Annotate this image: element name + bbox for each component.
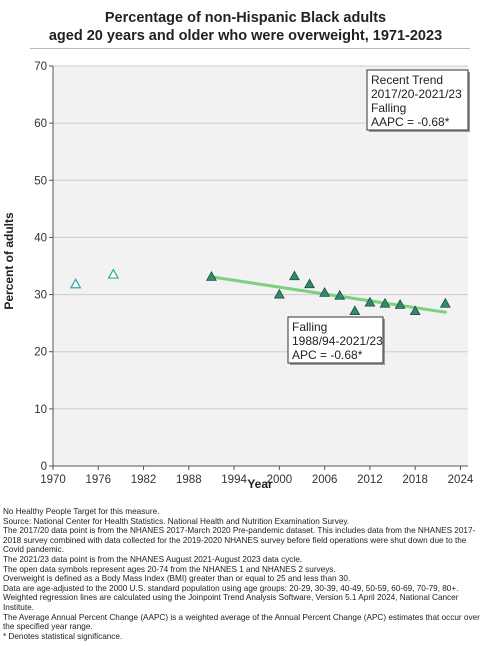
footnote-line: Weighted regression lines are calculated… bbox=[3, 593, 459, 612]
y-tick-label: 70 bbox=[34, 61, 47, 73]
y-tick-label: 40 bbox=[34, 232, 47, 244]
filled-data-point bbox=[319, 287, 331, 297]
footnote-line: No Healthy People Target for this measur… bbox=[3, 507, 160, 516]
footnote-line: Data are age-adjusted to the 2000 U.S. s… bbox=[3, 583, 459, 593]
annotation-text: Falling bbox=[292, 320, 327, 334]
x-tick-label: 1970 bbox=[40, 474, 66, 486]
filled-data-point bbox=[334, 289, 346, 300]
x-tick-label: 2006 bbox=[312, 474, 338, 486]
footnotes: No Healthy People Target for this measur… bbox=[3, 507, 488, 641]
footnote-line: * Denotes statistical significance. bbox=[3, 631, 123, 641]
filled-data-point bbox=[289, 270, 300, 281]
annotation-text: Recent Trend bbox=[371, 73, 443, 87]
filled-data-point bbox=[206, 271, 217, 281]
y-axis-label: Percent of adults bbox=[2, 212, 16, 310]
chart-canvas: 0 10 20 30 40 50 60 70 1970 1976 1982 1988 1994 2000 2… bbox=[2, 61, 474, 491]
footnote-line: The 2021/23 data point is from the NHANE… bbox=[3, 554, 303, 564]
x-axis-label: Year bbox=[247, 477, 273, 491]
open-data-point bbox=[69, 278, 82, 289]
annotation-text: 1988/94-2021/23 bbox=[292, 334, 383, 348]
x-tick-label: 2000 bbox=[267, 474, 293, 486]
open-data-point bbox=[107, 268, 120, 279]
y-tick-label: 10 bbox=[34, 404, 47, 416]
annotation-text: AAPC = -0.68* bbox=[371, 115, 450, 129]
filled-data-point bbox=[409, 305, 421, 316]
footnote-line: The 2017/20 data point is from the NHANE… bbox=[3, 526, 476, 555]
annotation-box bbox=[366, 69, 469, 131]
annotation-box bbox=[287, 316, 384, 364]
x-tick-label: 1982 bbox=[131, 474, 157, 486]
footnote-line: Source: National Center for Health Stati… bbox=[3, 516, 350, 526]
y-tick-label: 50 bbox=[34, 175, 47, 187]
footnote-line: Overweight is defined as a Body Mass Ind… bbox=[3, 574, 351, 584]
tick-labels: 0 10 20 30 40 50 60 70 1970 1976 1982 1988 1994 2000 2… bbox=[34, 61, 474, 486]
x-tick-label: 1994 bbox=[221, 474, 247, 486]
filled-data-point bbox=[379, 297, 391, 308]
x-tick-label: 2018 bbox=[402, 474, 428, 486]
y-tick-label: 0 bbox=[41, 461, 47, 473]
data-marks bbox=[69, 268, 451, 316]
y-tick-label: 20 bbox=[34, 347, 47, 359]
y-tick-label: 30 bbox=[34, 290, 47, 302]
x-tick-label: 1976 bbox=[85, 474, 111, 486]
chart-title: Percentage of non-Hispanic Black adults … bbox=[0, 9, 491, 45]
x-tick-label: 1988 bbox=[176, 474, 202, 486]
footnote-line: The Average Annual Percent Change (AAPC)… bbox=[3, 612, 480, 632]
filled-data-point bbox=[349, 305, 361, 316]
footnote-line: The open data symbols represent ages 20-… bbox=[3, 564, 336, 574]
y-tick-label: 60 bbox=[34, 118, 47, 130]
axes bbox=[49, 65, 468, 470]
chart-title-line-1: Percentage of non-Hispanic Black adults bbox=[104, 10, 387, 26]
x-tick-label: 2024 bbox=[448, 474, 474, 486]
x-tick-label: 2012 bbox=[357, 474, 383, 486]
filled-data-point bbox=[364, 296, 376, 307]
filled-data-point bbox=[273, 288, 285, 299]
annotation-text: APC = -0.68* bbox=[292, 348, 363, 362]
title-divider bbox=[30, 48, 470, 49]
annotation-text: Falling bbox=[371, 101, 406, 115]
filled-data-point bbox=[304, 278, 315, 289]
filled-data-point bbox=[439, 297, 451, 308]
annotation-text: 2017/20-2021/23 bbox=[371, 87, 462, 101]
chart-title-line-2: aged 20 years and older who were overwei… bbox=[48, 28, 443, 44]
plot-area bbox=[53, 66, 468, 466]
filled-data-point bbox=[394, 299, 406, 309]
